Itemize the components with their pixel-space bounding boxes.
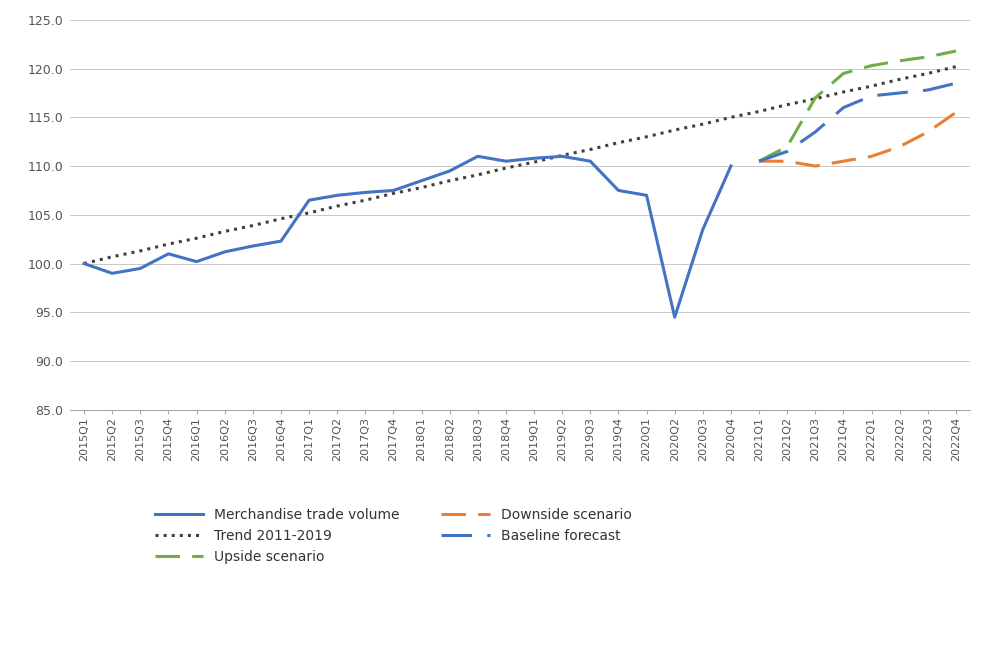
Legend: Merchandise trade volume, Trend 2011-2019, Upside scenario, Downside scenario, B: Merchandise trade volume, Trend 2011-201…: [149, 502, 638, 570]
